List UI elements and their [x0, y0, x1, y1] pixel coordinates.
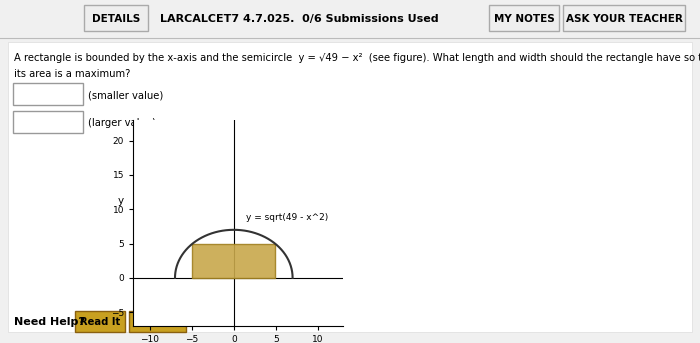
Text: its area is a maximum?: its area is a maximum? [14, 69, 130, 79]
Text: Read It: Read It [80, 317, 120, 327]
FancyBboxPatch shape [75, 311, 125, 332]
Text: ASK YOUR TEACHER: ASK YOUR TEACHER [566, 14, 682, 24]
Text: DETAILS: DETAILS [92, 14, 140, 24]
FancyBboxPatch shape [489, 5, 559, 31]
FancyBboxPatch shape [84, 5, 148, 31]
Y-axis label: y: y [118, 197, 123, 206]
Text: (smaller value): (smaller value) [88, 90, 163, 100]
Text: Need Help?: Need Help? [14, 317, 85, 327]
Bar [0, 0, 700, 38]
FancyBboxPatch shape [129, 311, 186, 332]
Bar [193, 244, 275, 278]
Text: y = sqrt(49 - x^2): y = sqrt(49 - x^2) [246, 213, 329, 222]
Text: LARCALCET7 4.7.025.  0/6 Submissions Used: LARCALCET7 4.7.025. 0/6 Submissions Used [160, 14, 439, 24]
FancyBboxPatch shape [13, 83, 83, 105]
Text: MY NOTES: MY NOTES [494, 14, 554, 24]
Text: A rectangle is bounded by the x-axis and the semicircle  y = √49 − x²  (see figu: A rectangle is bounded by the x-axis and… [14, 53, 700, 63]
Bar [8, 42, 692, 332]
Text: (larger value): (larger value) [88, 118, 156, 128]
Text: Watch It: Watch It [134, 317, 181, 327]
FancyBboxPatch shape [563, 5, 685, 31]
FancyBboxPatch shape [13, 111, 83, 133]
